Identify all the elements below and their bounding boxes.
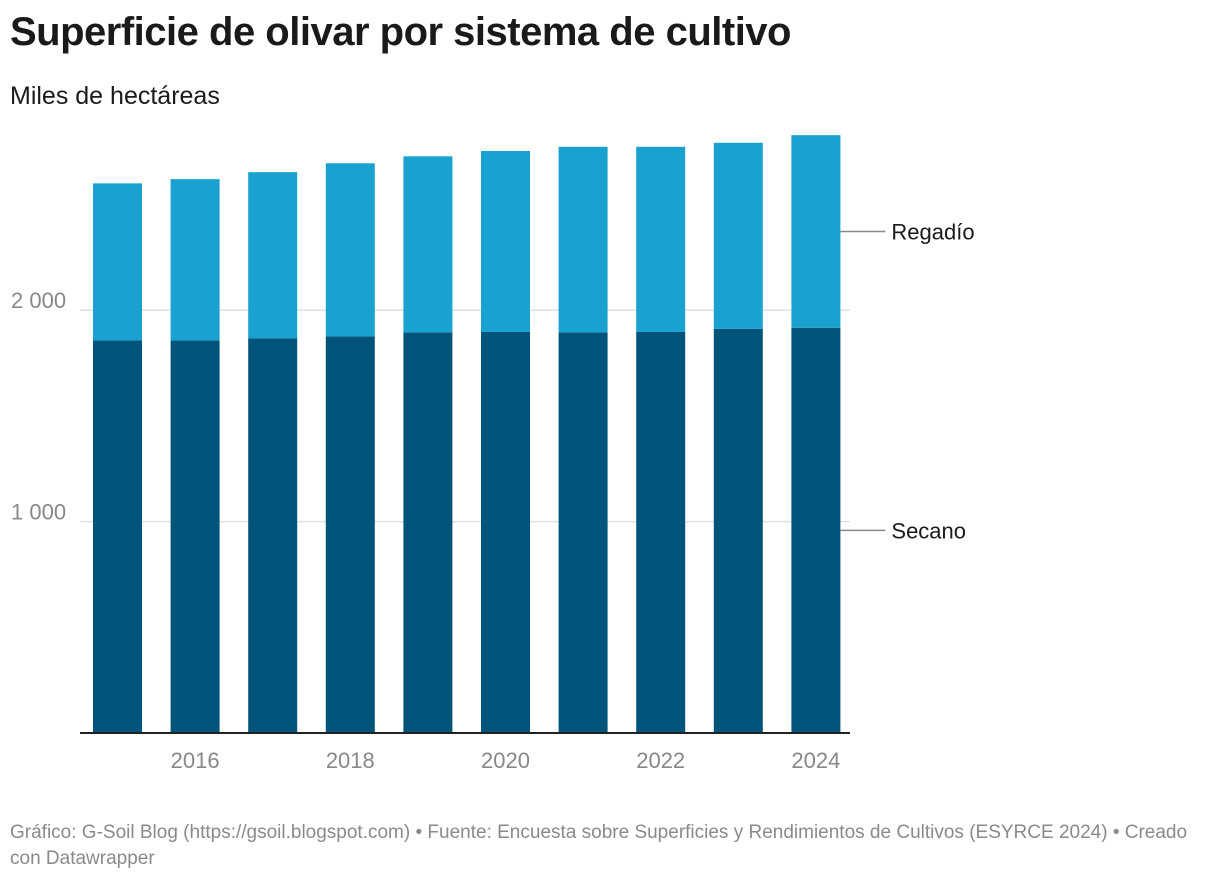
chart-subtitle: Miles de hectáreas [10, 82, 220, 110]
bar-regadio-2020 [481, 151, 530, 332]
y-tick-label: 1 000 [11, 500, 66, 525]
bar-regadio-2016 [170, 179, 220, 341]
y-tick-label: 2 000 [11, 288, 66, 313]
bar-secano-2019 [403, 332, 453, 733]
bar-regadio-2015 [93, 183, 142, 341]
bar-secano-2020 [481, 331, 530, 733]
axes: 2016 2018 2020 2022 2024 [80, 732, 850, 773]
chart-footer: Gráfico: G-Soil Blog (https://gsoil.blog… [10, 822, 1188, 869]
bar-regadio-2021 [558, 146, 608, 333]
bar-regadio-2022 [636, 146, 686, 332]
bar-secano-2017 [248, 338, 298, 733]
bar-secano-2018 [325, 336, 375, 733]
x-tick-label-2018: 2018 [326, 748, 375, 773]
bar-secano-2016 [170, 340, 220, 733]
stacked-bar-chart: 1 000 2 000 2016 2018 2020 2022 2024 Secano Re… [11, 135, 975, 773]
chart-title: Superficie de olivar por sistema de cult… [10, 10, 791, 54]
bar-secano-2022 [636, 331, 686, 733]
bar-secano-2015 [93, 340, 142, 733]
bar-regadio-2017 [248, 172, 298, 339]
x-tick-label-2016: 2016 [171, 748, 220, 773]
series-label-regadio: Regadío [891, 219, 974, 244]
x-tick-label-2022: 2022 [636, 748, 685, 773]
series-labels: Secano Regadío [840, 219, 975, 543]
bar-regadio-2019 [403, 156, 453, 333]
bar-secano-2021 [558, 332, 608, 733]
bar-secano-2024 [791, 327, 841, 733]
bars [93, 135, 841, 733]
x-tick-label-2020: 2020 [481, 748, 530, 773]
bar-secano-2023 [713, 328, 763, 733]
x-tick-label-2024: 2024 [791, 748, 840, 773]
bar-regadio-2018 [325, 163, 375, 337]
series-label-secano: Secano [891, 518, 966, 543]
bar-regadio-2023 [713, 142, 763, 329]
bar-regadio-2024 [791, 135, 841, 328]
